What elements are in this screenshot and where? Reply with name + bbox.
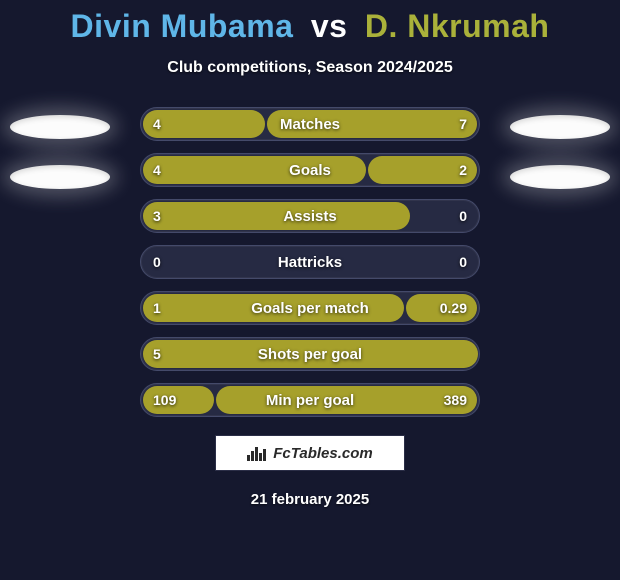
player1-name: Divin Mubama — [71, 8, 294, 44]
side-blob — [10, 115, 110, 139]
bar-left — [143, 110, 265, 138]
stat-row: 47Matches — [140, 107, 480, 141]
stat-row: 0 0Hattricks — [140, 245, 480, 279]
stat-rows: 47Matches42Goals30Assists00Hattricks10.2… — [140, 107, 480, 417]
side-blob — [510, 165, 610, 189]
stat-label: Hattricks — [141, 246, 479, 278]
footer-badge: FcTables.com — [215, 435, 405, 471]
bar-left — [143, 202, 410, 230]
stat-row: 10.29Goals per match — [140, 291, 480, 325]
vs-text: vs — [311, 8, 348, 44]
bars-icon — [247, 445, 267, 461]
stat-row: 5Shots per goal — [140, 337, 480, 371]
bar-left — [143, 156, 366, 184]
stat-value-right: 0 — [459, 200, 467, 232]
bar-left — [143, 294, 404, 322]
bar-left — [143, 340, 478, 368]
stat-row: 109389Min per goal — [140, 383, 480, 417]
stat-row: 42Goals — [140, 153, 480, 187]
comparison-title: Divin Mubama vs D. Nkrumah — [0, 0, 620, 45]
footer-brand-text: FcTables.com — [273, 445, 372, 462]
bar-right — [368, 156, 477, 184]
subtitle: Club competitions, Season 2024/2025 — [0, 59, 620, 77]
side-blob — [10, 165, 110, 189]
side-blob — [510, 115, 610, 139]
chart-area: 47Matches42Goals30Assists00Hattricks10.2… — [0, 107, 620, 417]
bar-right — [216, 386, 477, 414]
bar-right — [406, 294, 477, 322]
bar-left — [143, 386, 214, 414]
stat-value-right: 0 — [459, 246, 467, 278]
stat-value-left: 0 — [153, 246, 161, 278]
stat-row: 30Assists — [140, 199, 480, 233]
date-text: 21 february 2025 — [0, 491, 620, 508]
player2-name: D. Nkrumah — [365, 8, 550, 44]
bar-right — [267, 110, 477, 138]
